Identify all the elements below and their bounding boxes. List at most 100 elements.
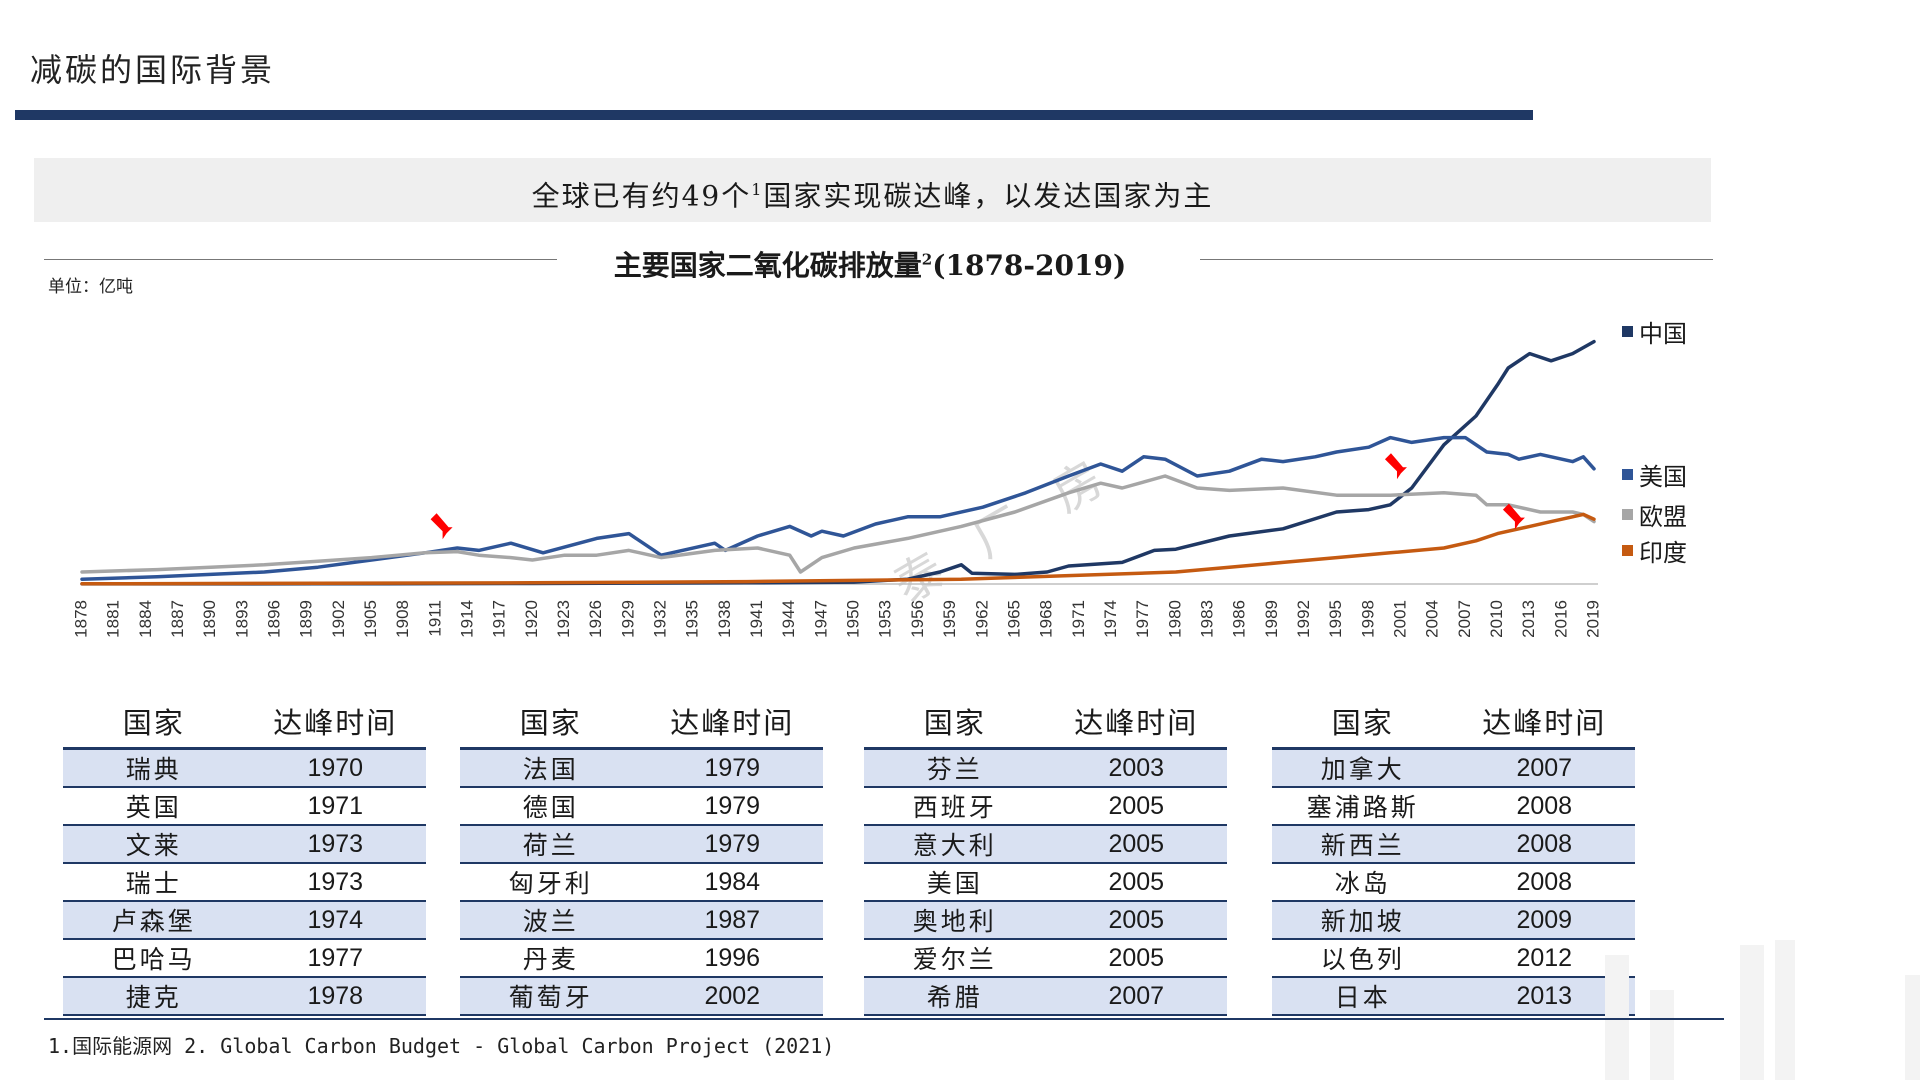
- country-cell: 法国: [460, 748, 642, 788]
- page-title: 减碳的国际背景: [30, 51, 276, 89]
- country-cell: 美国: [864, 863, 1046, 902]
- country-cell: 冰岛: [1272, 863, 1454, 902]
- peak-year-cell: 2002: [641, 977, 823, 1016]
- table-row: 巴哈马 1977: [63, 939, 426, 978]
- x-tick-label: 1902: [329, 600, 348, 638]
- x-tick-label: 1941: [747, 600, 766, 638]
- chart-title-rule-right: [1200, 259, 1713, 260]
- peak-year-cell: 1973: [244, 825, 426, 864]
- peak-year-cell: 1979: [641, 748, 823, 788]
- country-cell: 波兰: [460, 901, 642, 940]
- country-cell: 匈牙利: [460, 863, 642, 902]
- x-tick-label: 1974: [1101, 600, 1120, 638]
- x-tick-label: 1959: [940, 600, 959, 638]
- table-row: 丹麦 1996: [460, 939, 823, 978]
- chart-title: 主要国家二氧化碳排放量2(1878-2019): [560, 244, 1180, 284]
- x-tick-label: 2001: [1390, 600, 1409, 638]
- x-tick-label: 1914: [458, 600, 477, 638]
- peak-arrow-icon: [430, 513, 453, 540]
- x-tick-label: 1923: [554, 600, 573, 638]
- x-tick-label: 1920: [522, 600, 541, 638]
- legend-label: 印度: [1639, 539, 1687, 567]
- country-cell: 瑞士: [63, 863, 245, 902]
- peak-year-cell: 2005: [1045, 825, 1227, 864]
- peak-year-cell: 2007: [1045, 977, 1227, 1016]
- peak-year-cell: 1987: [641, 901, 823, 940]
- country-cell: 新加坡: [1272, 901, 1454, 940]
- peak-year-cell: 2013: [1453, 977, 1635, 1016]
- legend-label: 美国: [1639, 463, 1687, 491]
- x-tick-label: 1908: [393, 600, 412, 638]
- series-line-中国: [80, 339, 1596, 586]
- country-cell: 爱尔兰: [864, 939, 1046, 978]
- peak-year-cell: 1978: [244, 977, 426, 1016]
- chart-title-text: 主要国家二氧化碳排放量: [613, 249, 922, 282]
- x-tick-label: 1881: [104, 600, 123, 638]
- country-cell: 葡萄牙: [460, 977, 642, 1016]
- x-tick-label: 2007: [1455, 600, 1474, 638]
- peak-year-cell: 1974: [244, 901, 426, 940]
- x-tick-label: 2016: [1551, 600, 1570, 638]
- peak-year-cell: 2005: [1045, 863, 1227, 902]
- footnote: 1.国际能源网 2. Global Carbon Budget - Global…: [48, 1034, 835, 1058]
- decor-bar: [1650, 990, 1674, 1080]
- legend-swatch: [1622, 326, 1633, 337]
- x-tick-label: 1884: [136, 600, 155, 638]
- x-tick-label: 1968: [1037, 600, 1056, 638]
- table-row: 匈牙利 1984: [460, 863, 823, 902]
- peak-table: 国家 达峰时间 瑞典 1970 英国 1971 文莱 1973 瑞士 1973 卢森堡 1974 巴哈马…: [63, 695, 426, 1016]
- peak-year-cell: 2009: [1453, 901, 1635, 940]
- x-tick-label: 1893: [232, 600, 251, 638]
- chart-title-years: (1878-2019): [932, 249, 1127, 282]
- decor-bar: [1740, 945, 1764, 1080]
- x-tick-label: 2010: [1487, 600, 1506, 638]
- country-cell: 巴哈马: [63, 939, 245, 978]
- peak-year-cell: 2008: [1453, 825, 1635, 864]
- chart-title-footnote-ref: 2: [921, 250, 933, 269]
- table-row: 新加坡 2009: [1272, 901, 1635, 940]
- x-tick-label: 1947: [811, 600, 830, 638]
- x-tick-label: 1896: [265, 600, 284, 638]
- table-row: 冰岛 2008: [1272, 863, 1635, 902]
- table-row: 希腊 2007: [864, 977, 1227, 1016]
- legend-swatch: [1622, 469, 1633, 480]
- table-row: 文莱 1973: [63, 825, 426, 864]
- x-tick-label: 1905: [361, 600, 380, 638]
- table-row: 捷克 1978: [63, 977, 426, 1016]
- headline-text-before: 全球已有约49个: [531, 179, 752, 213]
- legend-item: 欧盟: [1622, 497, 1687, 532]
- table-row: 奥地利 2005: [864, 901, 1227, 940]
- legend-swatch: [1622, 545, 1633, 556]
- table-row: 日本 2013: [1272, 977, 1635, 1016]
- table-header-row: 国家 达峰时间: [1272, 695, 1635, 750]
- table-row: 法国 1979: [460, 748, 823, 788]
- country-cell: 英国: [63, 787, 245, 826]
- peak-year-cell: 1984: [641, 863, 823, 902]
- headline-footnote-ref: 1: [751, 180, 764, 199]
- country-cell: 希腊: [864, 977, 1046, 1016]
- table-header-row: 国家 达峰时间: [864, 695, 1227, 750]
- x-tick-label: 1953: [876, 600, 895, 638]
- x-tick-label: 1980: [1165, 600, 1184, 638]
- peak-table: 国家 达峰时间 法国 1979 德国 1979 荷兰 1979 匈牙利 1984 波兰 1987 丹麦 1…: [460, 695, 823, 1016]
- unit-label: 单位：亿吨: [48, 277, 133, 297]
- header-peak-year: 达峰时间: [1045, 695, 1227, 750]
- x-tick-label: 2019: [1583, 600, 1602, 638]
- header-country: 国家: [63, 695, 245, 750]
- headline-text-after: 国家实现碳达峰，以发达国家为主: [763, 179, 1214, 213]
- table-row: 加拿大 2007: [1272, 748, 1635, 788]
- legend-label: 欧盟: [1639, 503, 1687, 531]
- peak-table: 国家 达峰时间 芬兰 2003 西班牙 2005 意大利 2005 美国 2005 奥地利 2005 爱…: [864, 695, 1227, 1016]
- legend-swatch: [1622, 509, 1633, 520]
- peak-year-cell: 2008: [1453, 787, 1635, 826]
- table-row: 英国 1971: [63, 787, 426, 826]
- country-cell: 塞浦路斯: [1272, 787, 1454, 826]
- table-row: 芬兰 2003: [864, 748, 1227, 788]
- country-cell: 新西兰: [1272, 825, 1454, 864]
- country-cell: 加拿大: [1272, 748, 1454, 788]
- table-row: 荷兰 1979: [460, 825, 823, 864]
- peak-year-cell: 2012: [1453, 939, 1635, 978]
- table-row: 德国 1979: [460, 787, 823, 826]
- peak-year-cell: 1979: [641, 825, 823, 864]
- country-cell: 芬兰: [864, 748, 1046, 788]
